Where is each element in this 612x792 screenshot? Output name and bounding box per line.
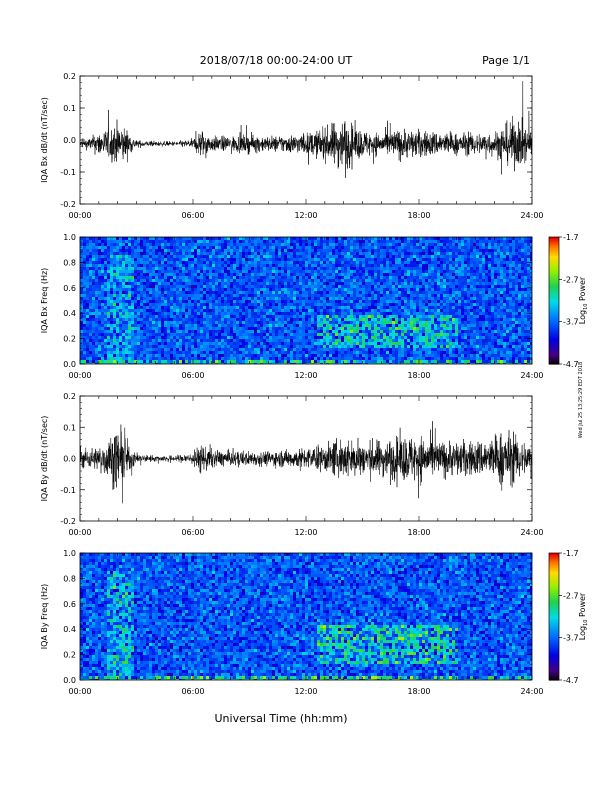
panel-bx-dbdt: 00:00 06:00 12:00 18:00 24:00 0.2 0.1 0.0 -0.1 -0…: [40, 72, 544, 220]
x-tick-label: 18:00: [407, 371, 430, 380]
x-tick-label: 24:00: [520, 371, 543, 380]
x-tick-label: 12:00: [294, 211, 317, 220]
side-timestamp: Wed Jul 25 13:25:29 EDT 2018: [578, 362, 584, 439]
y-axis-label: IQA By Freq (Hz): [40, 584, 49, 650]
colorbar-frame: [548, 552, 560, 681]
x-tick-label: 00:00: [68, 371, 91, 380]
colorbar: -1.7 -2.7 -3.7 -4.7 Log10 Power: [548, 233, 589, 369]
y-tick-label: 0.2: [63, 72, 76, 81]
panel-bx-spectrogram: -1.7 -2.7 -3.7 -4.7 Log10 Power 00:00 06:00 12:…: [40, 233, 589, 380]
y-tick-label: 0.8: [63, 574, 76, 583]
spectrogram-cells: [80, 237, 532, 364]
y-tick-label: -0.2: [60, 517, 76, 526]
y-axis-label: IQA By dB/dt (nT/sec): [40, 416, 49, 502]
series-trace: [79, 81, 533, 178]
date-range-title: 2018/07/18 00:00-24:00 UT: [200, 54, 353, 67]
y-tick-label: -0.2: [60, 200, 76, 209]
x-tick-label: 18:00: [407, 528, 430, 537]
x-tick-label: 00:00: [68, 687, 91, 696]
colorbar-label: Log10 Power: [578, 592, 589, 640]
colorbar-tick-label: -1.7: [563, 233, 579, 242]
page-indicator: Page 1/1: [482, 54, 530, 67]
x-tick-label: 00:00: [68, 528, 91, 537]
y-tick-label: 0.4: [63, 625, 76, 634]
y-tick-label: 0.0: [63, 676, 76, 685]
colorbar: -1.7 -2.7 -3.7 -4.7 Log10 Power: [548, 549, 589, 685]
y-tick-label: 0.6: [63, 284, 76, 293]
x-tick-label: 18:00: [407, 687, 430, 696]
y-axis-label: IQA Bx Freq (Hz): [40, 268, 49, 334]
y-tick-label: 0.1: [63, 423, 76, 432]
y-tick-label: 0.2: [63, 335, 76, 344]
spectrogram-cells: [80, 553, 532, 680]
series-trace: [79, 421, 533, 504]
y-tick-label: 1.0: [63, 233, 76, 242]
x-tick-label: 06:00: [181, 371, 204, 380]
colorbar-frame: [548, 236, 560, 365]
y-axis-label: IQA Bx dB/dt (nT/sec): [40, 97, 49, 183]
y-tick-label: -0.1: [60, 168, 76, 177]
x-tick-label: 00:00: [68, 211, 91, 220]
colorbar-tick-label: -2.7: [563, 591, 579, 600]
y-tick-label: -0.1: [60, 486, 76, 495]
y-tick-label: 0.0: [63, 136, 76, 145]
panel-by-spectrogram: -1.7 -2.7 -3.7 -4.7 Log10 Power 00:00 06:00 12:…: [40, 549, 589, 696]
y-tick-label: 0.6: [63, 600, 76, 609]
y-tick-label: 0.8: [63, 258, 76, 267]
x-tick-label: 06:00: [181, 687, 204, 696]
colorbar-tick-label: -2.7: [563, 275, 579, 284]
x-tick-label: 24:00: [520, 211, 543, 220]
x-axis-label: Universal Time (hh:mm): [215, 712, 348, 725]
y-tick-label: 0.1: [63, 104, 76, 113]
y-tick-label: 0.4: [63, 309, 76, 318]
y-tick-label: 0.0: [63, 360, 76, 369]
colorbar-tick-label: -4.7: [563, 676, 579, 685]
colorbar-tick-label: -4.7: [563, 360, 579, 369]
x-tick-label: 18:00: [407, 211, 430, 220]
y-tick-label: 1.0: [63, 549, 76, 558]
colorbar-label: Log10 Power: [578, 276, 589, 324]
y-tick-label: 0.0: [63, 455, 76, 464]
x-tick-label: 12:00: [294, 371, 317, 380]
y-tick-label: 0.2: [63, 651, 76, 660]
y-tick-label: 0.2: [63, 392, 76, 401]
x-tick-label: 12:00: [294, 687, 317, 696]
colorbar-tick-label: -3.7: [563, 318, 579, 327]
colorbar-tick-label: -1.7: [563, 549, 579, 558]
colorbar-tick-label: -3.7: [563, 634, 579, 643]
x-tick-label: 12:00: [294, 528, 317, 537]
x-tick-label: 24:00: [520, 528, 543, 537]
x-tick-label: 24:00: [520, 687, 543, 696]
x-tick-label: 06:00: [181, 211, 204, 220]
panel-by-dbdt: 00:00 06:00 12:00 18:00 24:00 0.2 0.1 0.0 -0.1 -0…: [40, 392, 544, 537]
x-tick-label: 06:00: [181, 528, 204, 537]
